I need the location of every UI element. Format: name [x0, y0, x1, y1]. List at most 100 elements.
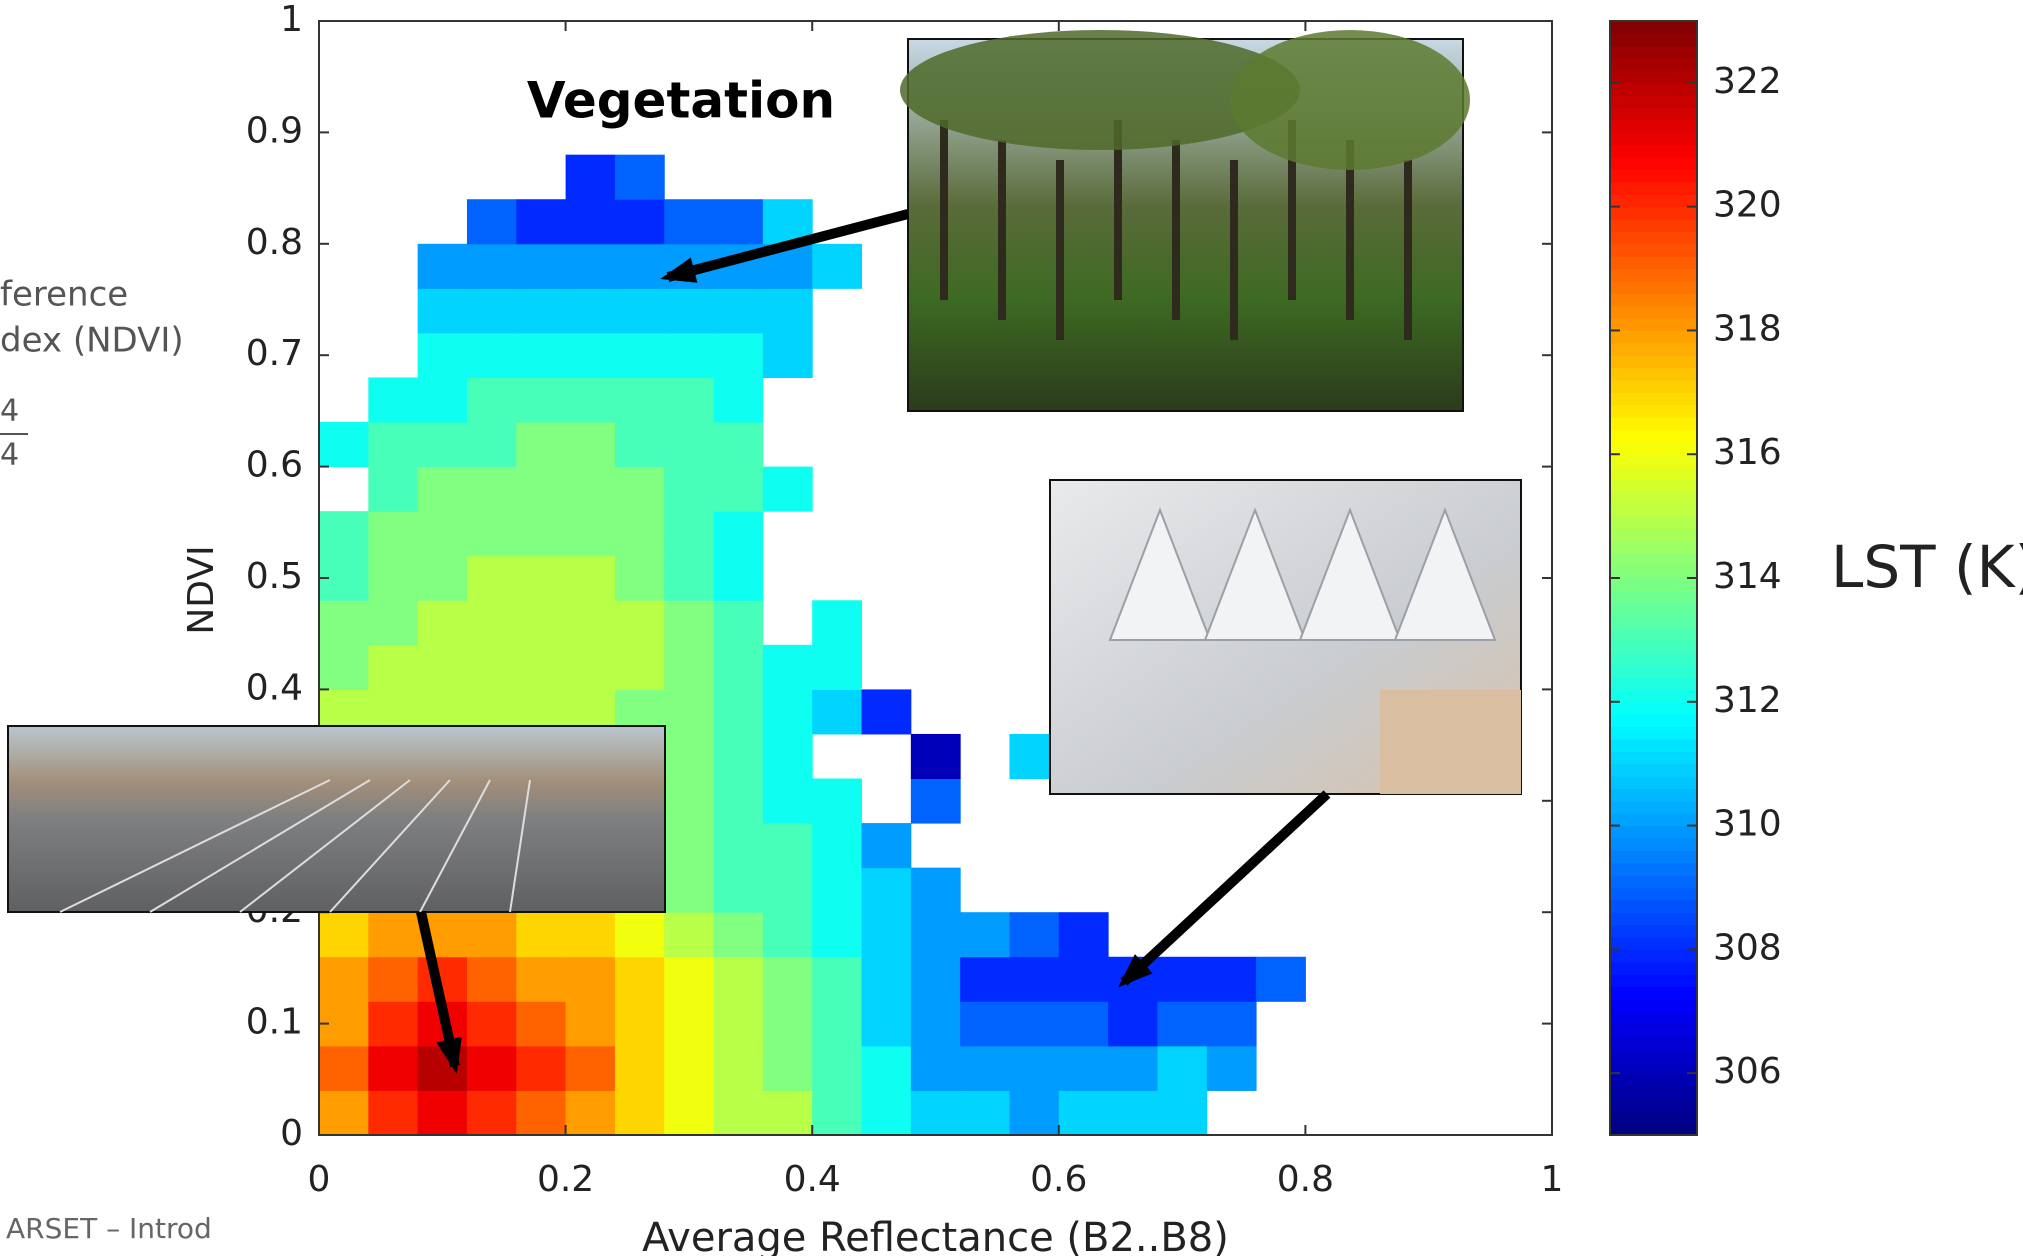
- heat-cell: [812, 244, 862, 289]
- colorbar-strip: [1610, 318, 1697, 331]
- colorbar-strip: [1610, 1061, 1697, 1074]
- arrow: [1124, 794, 1327, 982]
- heat-cell: [418, 1090, 468, 1135]
- colorbar-strip: [1610, 170, 1697, 183]
- heat-cell: [1108, 1046, 1158, 1091]
- heat-cell: [418, 422, 468, 467]
- heat-cell: [319, 422, 369, 467]
- colorbar-strip: [1610, 838, 1697, 851]
- colorbar-strip: [1610, 71, 1697, 84]
- heat-cell: [615, 333, 665, 378]
- colorbar-tick-label: 314: [1713, 556, 1782, 597]
- heat-cell: [1009, 1001, 1059, 1046]
- heat-cell: [516, 912, 566, 957]
- heat-cell: [763, 333, 813, 378]
- heat-cell: [418, 333, 468, 378]
- heat-cell: [812, 957, 862, 1002]
- colorbar-strip: [1610, 900, 1697, 913]
- heat-cell: [418, 600, 468, 645]
- heat-cell: [714, 1046, 764, 1091]
- heat-cell: [812, 1046, 862, 1091]
- heat-cell: [516, 645, 566, 690]
- heat-cell: [1009, 1046, 1059, 1091]
- heat-cell: [566, 1090, 616, 1135]
- heat-cell: [862, 1090, 912, 1135]
- heat-cell: [467, 957, 517, 1002]
- heat-cell: [763, 1001, 813, 1046]
- colorbar-tick-label: 312: [1713, 680, 1782, 721]
- heat-cell: [664, 556, 714, 601]
- heat-cell: [615, 1090, 665, 1135]
- colorbar-strip: [1610, 454, 1697, 467]
- side-text: dex (NDVI): [0, 321, 184, 361]
- heat-cell: [319, 912, 369, 957]
- colorbar-strip: [1610, 1024, 1697, 1037]
- heat-cell: [664, 199, 714, 244]
- heat-cell: [418, 377, 468, 422]
- colorbar-strip: [1610, 1073, 1697, 1086]
- y-tick-label: 0.7: [246, 333, 303, 374]
- colorbar-strip: [1610, 83, 1697, 96]
- colorbar-strip: [1610, 355, 1697, 368]
- heat-cell: [418, 467, 468, 512]
- heat-cell: [368, 1046, 418, 1091]
- heat-cell: [467, 645, 517, 690]
- colorbar-label: LST (K): [1831, 533, 2023, 601]
- roof-wall: [1380, 690, 1521, 794]
- heat-cell: [516, 333, 566, 378]
- colorbar-tick-label: 322: [1713, 61, 1782, 102]
- colorbar-strip: [1610, 689, 1697, 702]
- colorbar-strip: [1610, 702, 1697, 715]
- colorbar-strip: [1610, 120, 1697, 133]
- heat-cell: [664, 734, 714, 779]
- y-tick-label: 0.6: [246, 445, 303, 486]
- x-tick-label: 0.6: [1030, 1159, 1087, 1200]
- heat-cell: [368, 556, 418, 601]
- heat-cell: [763, 823, 813, 868]
- heat-cell: [714, 912, 764, 957]
- heat-cell: [664, 467, 714, 512]
- heat-cell: [615, 600, 665, 645]
- heat-cell: [812, 600, 862, 645]
- heat-cell: [566, 645, 616, 690]
- x-tick-label: 0.2: [537, 1159, 594, 1200]
- footer: ARSET – Introd: [6, 1212, 212, 1245]
- colorbar-strip: [1610, 417, 1697, 430]
- heat-cell: [960, 1046, 1010, 1091]
- heat-cell: [615, 511, 665, 556]
- heat-cell: [911, 779, 961, 824]
- tree-trunk: [1056, 160, 1064, 340]
- heat-cell: [418, 244, 468, 289]
- heat-cell: [566, 467, 616, 512]
- colorbar-strip: [1610, 727, 1697, 740]
- colorbar-strip: [1610, 293, 1697, 306]
- colorbar-strip: [1610, 231, 1697, 244]
- colorbar-strip: [1610, 108, 1697, 121]
- photo-highway: [8, 726, 665, 912]
- heat-cell: [763, 689, 813, 734]
- annotation: Vegetation: [527, 72, 835, 130]
- heat-cell: [812, 779, 862, 824]
- heat-cell: [615, 244, 665, 289]
- colorbar-strip: [1610, 330, 1697, 343]
- colorbar-strip: [1610, 467, 1697, 480]
- side-text: ference: [0, 275, 128, 315]
- heat-cell: [664, 288, 714, 333]
- y-tick-label: 1: [280, 0, 303, 40]
- colorbar-strip: [1610, 368, 1697, 381]
- heat-cell: [664, 377, 714, 422]
- heat-cell: [664, 333, 714, 378]
- colorbar-strip: [1610, 269, 1697, 282]
- heat-cell: [368, 467, 418, 512]
- heat-cell: [664, 511, 714, 556]
- heat-cell: [566, 912, 616, 957]
- colorbar-strip: [1610, 343, 1697, 356]
- heat-cell: [516, 199, 566, 244]
- colorbar-strip: [1610, 207, 1697, 220]
- heat-cell: [1059, 957, 1109, 1002]
- heat-cell: [911, 1046, 961, 1091]
- heat-cell: [763, 868, 813, 913]
- heat-cell: [516, 467, 566, 512]
- heat-cell: [911, 912, 961, 957]
- heat-cell: [664, 689, 714, 734]
